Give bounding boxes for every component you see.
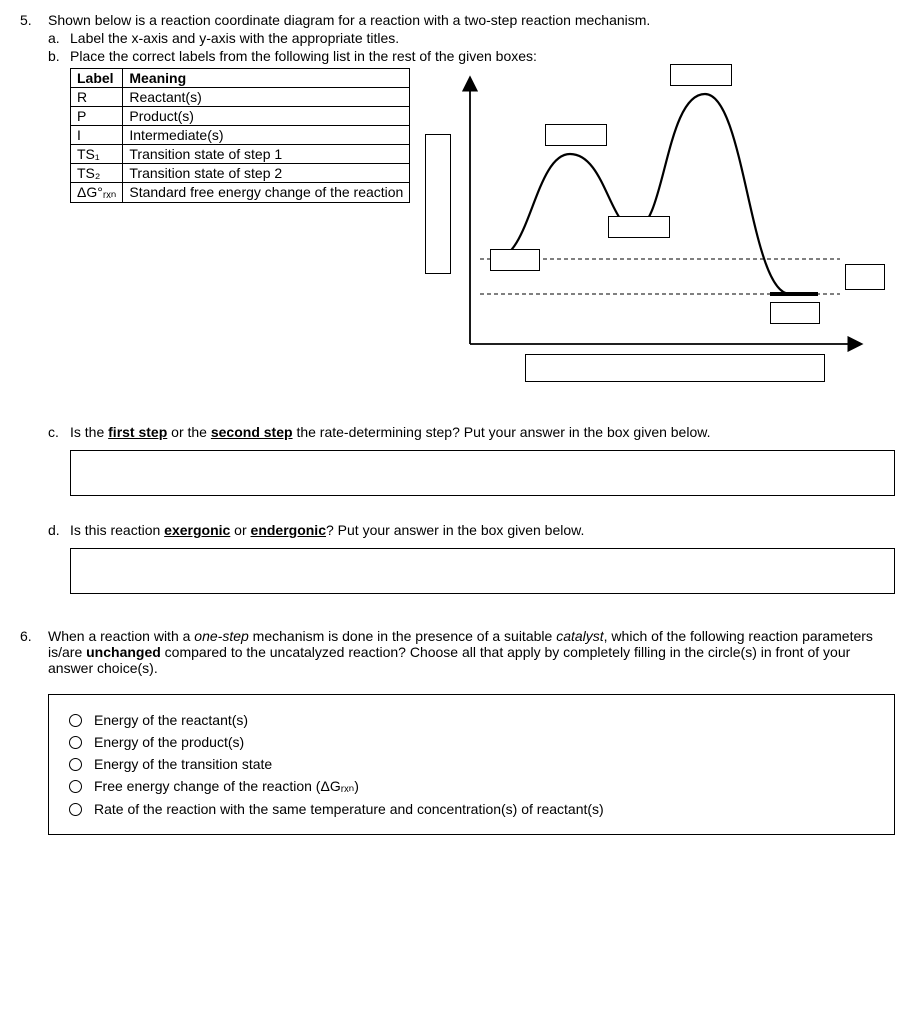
table-row: TS₁Transition state of step 1 [71,145,410,164]
radio-circle-icon[interactable] [69,714,82,727]
box-dg[interactable] [845,264,885,290]
q6-number: 6. [20,628,48,835]
table-row: IIntermediate(s) [71,126,410,145]
option-label: Energy of the product(s) [94,734,244,750]
option-row[interactable]: Energy of the reactant(s) [69,709,874,731]
option-row[interactable]: Energy of the transition state [69,753,874,775]
q5d-answer-box[interactable] [70,548,895,594]
option-row[interactable]: Free energy change of the reaction (ΔGᵣₓ… [69,775,874,798]
box-prod[interactable] [770,302,820,324]
option-label: Energy of the reactant(s) [94,712,248,728]
q5b-letter: b. [48,48,70,64]
q5b-text: Place the correct labels from the follow… [70,48,895,64]
option-label: Free energy change of the reaction (ΔGᵣₓ… [94,778,359,795]
radio-circle-icon[interactable] [69,803,82,816]
q5c-answer-box[interactable] [70,450,895,496]
q6-text: When a reaction with a one-step mechanis… [48,628,895,676]
q5-intro: Shown below is a reaction coordinate dia… [48,12,895,28]
radio-circle-icon[interactable] [69,758,82,771]
box-react[interactable] [490,249,540,271]
q6-options-box: Energy of the reactant(s) Energy of the … [48,694,895,835]
q5d: d. Is this reaction exergonic or endergo… [48,522,895,538]
label-table: Label Meaning RReactant(s) PProduct(s) I… [70,68,410,203]
q5c: c. Is the first step or the second step … [48,424,895,440]
question-5: 5. Shown below is a reaction coordinate … [20,12,895,594]
q5a-letter: a. [48,30,70,46]
option-row[interactable]: Energy of the product(s) [69,731,874,753]
q5d-letter: d. [48,522,70,538]
box-inter[interactable] [608,216,670,238]
q5-number: 5. [20,12,48,594]
option-label: Rate of the reaction with the same tempe… [94,801,604,817]
th-meaning: Meaning [123,69,410,88]
radio-circle-icon[interactable] [69,780,82,793]
reaction-diagram [420,64,890,404]
box-ts2[interactable] [670,64,732,86]
table-row: TS₂Transition state of step 2 [71,164,410,183]
q5b: b. Place the correct labels from the fol… [48,48,895,64]
q5a-text: Label the x-axis and y-axis with the app… [70,30,895,46]
box-yaxis[interactable] [425,134,451,274]
table-row: ΔG°ᵣₓₙStandard free energy change of the… [71,183,410,203]
box-ts1[interactable] [545,124,607,146]
q5c-text: Is the first step or the second step the… [70,424,895,440]
table-row: PProduct(s) [71,107,410,126]
box-xaxis[interactable] [525,354,825,382]
th-label: Label [71,69,123,88]
option-row[interactable]: Rate of the reaction with the same tempe… [69,798,874,820]
q5d-text: Is this reaction exergonic or endergonic… [70,522,895,538]
q5a: a. Label the x-axis and y-axis with the … [48,30,895,46]
question-6: 6. When a reaction with a one-step mecha… [20,628,895,835]
radio-circle-icon[interactable] [69,736,82,749]
q5c-letter: c. [48,424,70,440]
option-label: Energy of the transition state [94,756,272,772]
table-row: RReactant(s) [71,88,410,107]
